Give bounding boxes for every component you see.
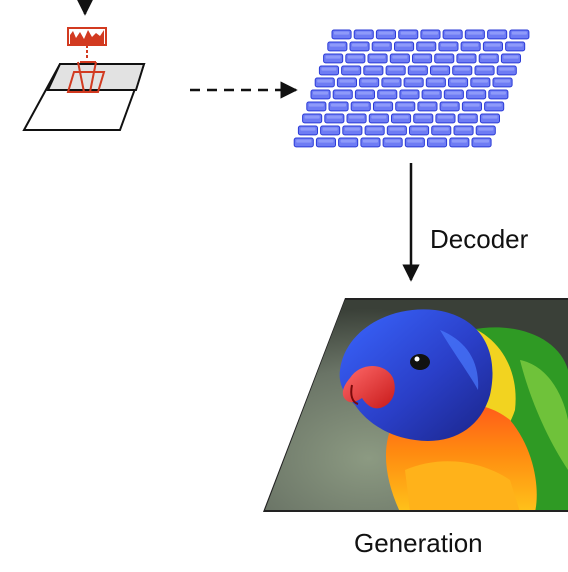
token-cell-highlight xyxy=(334,31,350,35)
token-cell-highlight xyxy=(458,55,474,59)
token-cell-highlight xyxy=(503,55,519,59)
token-cell-highlight xyxy=(313,91,329,95)
token-cell-highlight xyxy=(296,139,312,143)
token-cell-highlight xyxy=(424,91,440,95)
token-grid xyxy=(293,29,530,148)
token-cell-highlight xyxy=(440,43,456,47)
decoder-label: Decoder xyxy=(430,224,529,254)
token-cell-highlight xyxy=(362,139,378,143)
token-cell-highlight xyxy=(352,43,368,47)
token-cell-highlight xyxy=(495,79,511,83)
token-cell-highlight xyxy=(340,139,356,143)
token-cell-highlight xyxy=(472,79,488,83)
token-cell-highlight xyxy=(356,31,372,35)
token-cell-highlight xyxy=(317,79,333,83)
generated-image xyxy=(263,298,568,512)
token-cell-highlight xyxy=(318,139,334,143)
token-cell-highlight xyxy=(410,67,426,71)
token-cell-highlight xyxy=(415,115,431,119)
token-cell-highlight xyxy=(467,31,483,35)
token-cell-highlight xyxy=(349,115,365,119)
token-cell-highlight xyxy=(379,91,395,95)
token-cell-highlight xyxy=(490,91,506,95)
parrot-illustration xyxy=(265,300,568,510)
token-cell-highlight xyxy=(361,79,377,83)
token-cell-highlight xyxy=(375,103,391,107)
token-cell-highlight xyxy=(344,127,360,131)
token-cell-highlight xyxy=(383,79,399,83)
token-cell-highlight xyxy=(429,139,445,143)
token-cell-highlight xyxy=(481,55,497,59)
token-cell-highlight xyxy=(489,31,505,35)
token-cell-highlight xyxy=(464,103,480,107)
token-cell-highlight xyxy=(428,79,444,83)
token-cell-highlight xyxy=(454,67,470,71)
token-cell-highlight xyxy=(371,115,387,119)
token-cell-highlight xyxy=(389,127,405,131)
token-cell-highlight xyxy=(393,115,409,119)
token-cell-highlight xyxy=(357,91,373,95)
token-cell-highlight xyxy=(407,139,423,143)
token-cell-highlight xyxy=(433,127,449,131)
token-cell-highlight xyxy=(436,55,452,59)
token-cell-highlight xyxy=(432,67,448,71)
token-cell-highlight xyxy=(485,43,501,47)
token-cell-highlight xyxy=(329,43,345,47)
token-cell-highlight xyxy=(370,55,386,59)
token-cell-highlight xyxy=(343,67,359,71)
token-cell-highlight xyxy=(378,31,394,35)
token-cell-highlight xyxy=(419,103,435,107)
token-cell-highlight xyxy=(477,67,493,71)
token-cell-highlight xyxy=(331,103,347,107)
token-cell-highlight xyxy=(418,43,434,47)
token-cell-highlight xyxy=(482,115,498,119)
token-cell-highlight xyxy=(325,55,341,59)
token-cell-highlight xyxy=(422,31,438,35)
generation-label: Generation xyxy=(354,528,483,558)
token-cell-highlight xyxy=(392,55,408,59)
token-cell-highlight xyxy=(353,103,369,107)
token-cell-highlight xyxy=(339,79,355,83)
token-cell-highlight xyxy=(445,31,461,35)
token-cell-highlight xyxy=(511,31,527,35)
token-cell-highlight xyxy=(335,91,351,95)
token-cell-highlight xyxy=(322,127,338,131)
token-cell-highlight xyxy=(437,115,453,119)
token-cell-highlight xyxy=(365,67,381,71)
token-cell-highlight xyxy=(468,91,484,95)
histogram-icon xyxy=(67,27,107,46)
token-cell-highlight xyxy=(456,127,472,131)
token-cell-highlight xyxy=(411,127,427,131)
token-cell-highlight xyxy=(401,91,417,95)
token-cell-highlight xyxy=(347,55,363,59)
token-cell-highlight xyxy=(451,139,467,143)
token-cell-highlight xyxy=(321,67,337,71)
token-cell-highlight xyxy=(507,43,523,47)
token-cell-highlight xyxy=(388,67,404,71)
token-cell-highlight xyxy=(374,43,390,47)
token-cell-highlight xyxy=(450,79,466,83)
token-cell-highlight xyxy=(300,127,316,131)
input-patch xyxy=(22,0,146,131)
token-cell-highlight xyxy=(446,91,462,95)
token-cell-highlight xyxy=(463,43,479,47)
token-cell-highlight xyxy=(442,103,458,107)
token-cell-highlight xyxy=(460,115,476,119)
token-cell-highlight xyxy=(326,115,342,119)
token-cell-highlight xyxy=(499,67,515,71)
token-cell-highlight xyxy=(406,79,422,83)
token-cell-highlight xyxy=(308,103,324,107)
token-cell-highlight xyxy=(397,103,413,107)
token-cell-highlight xyxy=(367,127,383,131)
token-cell-highlight xyxy=(478,127,494,131)
token-cell-highlight xyxy=(385,139,401,143)
token-cell-highlight xyxy=(304,115,320,119)
token-cell-highlight xyxy=(414,55,430,59)
token-cell-highlight xyxy=(396,43,412,47)
token-cell-highlight xyxy=(474,139,490,143)
token-cell-highlight xyxy=(486,103,502,107)
token-cell-highlight xyxy=(400,31,416,35)
